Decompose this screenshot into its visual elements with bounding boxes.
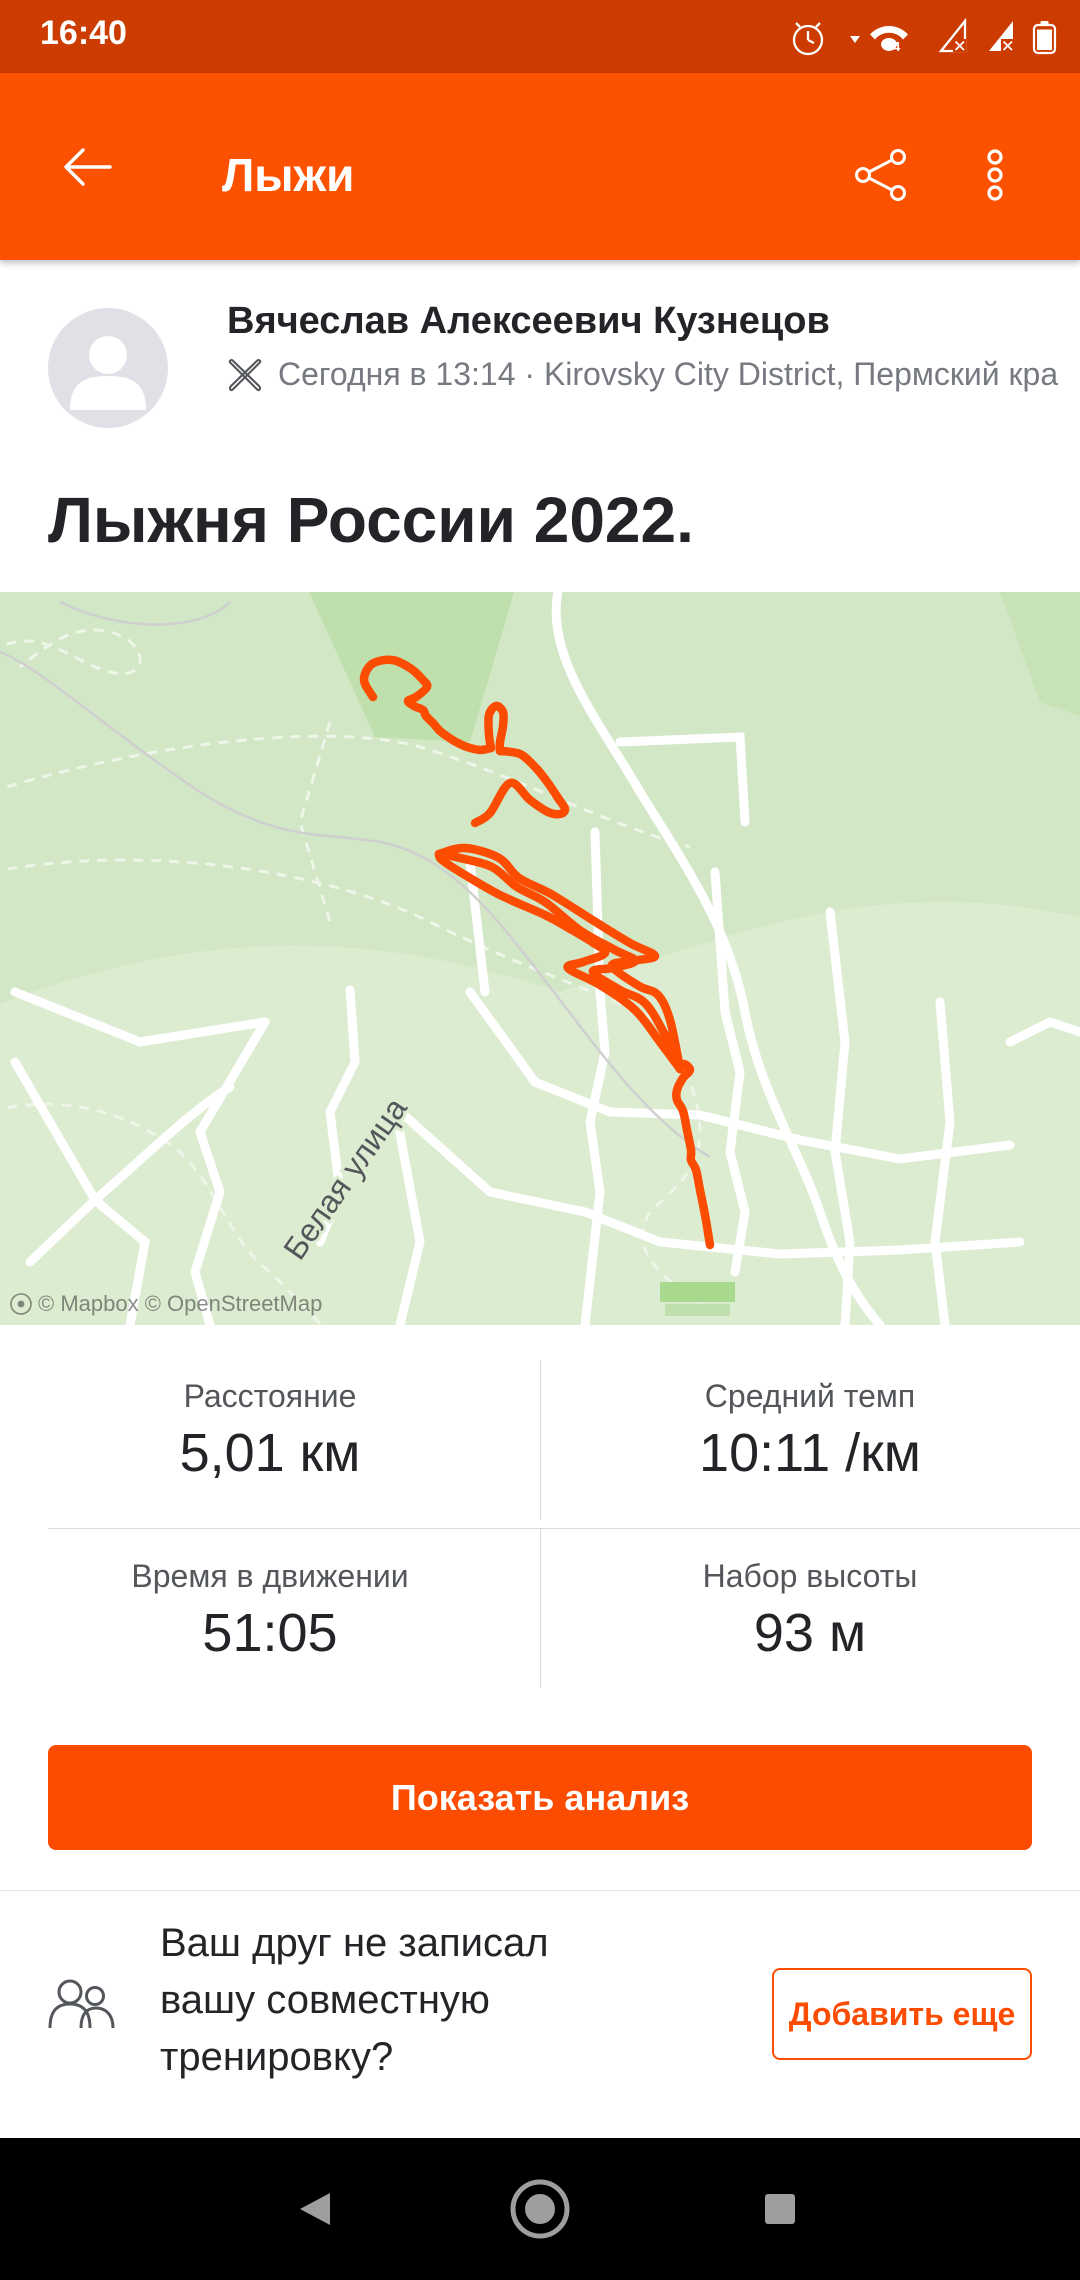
svg-text:4: 4 <box>893 39 901 54</box>
